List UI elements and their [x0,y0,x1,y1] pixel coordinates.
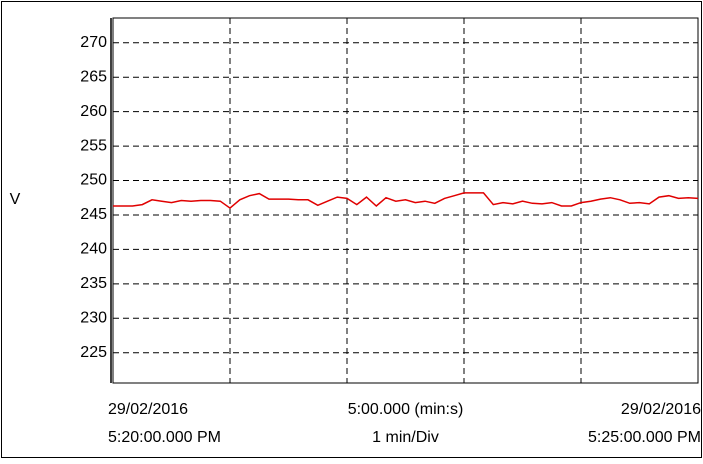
y-axis-label: V [10,191,21,208]
plot-frame [112,17,699,384]
x-label: 29/02/2016 [108,401,188,418]
y-tick-label: 240 [80,241,107,258]
x-label: 29/02/2016 [621,401,701,418]
y-tick-label: 265 [80,68,107,85]
x-label: 5:20:00.000 PM [108,429,221,446]
x-label: 5:25:00.000 PM [588,429,701,446]
y-tick-label: 235 [80,275,107,292]
y-tick-label: 270 [80,34,107,51]
y-tick-label: 255 [80,137,107,154]
y-tick-label: 250 [80,172,107,189]
x-label: 5:00.000 (min:s) [348,401,464,418]
x-label: 1 min/Div [372,429,439,446]
data-line [113,192,699,210]
y-tick-label: 260 [80,103,107,120]
y-tick-label: 245 [80,206,107,223]
y-tick-label: 225 [80,344,107,361]
y-tick-label: 230 [80,309,107,326]
